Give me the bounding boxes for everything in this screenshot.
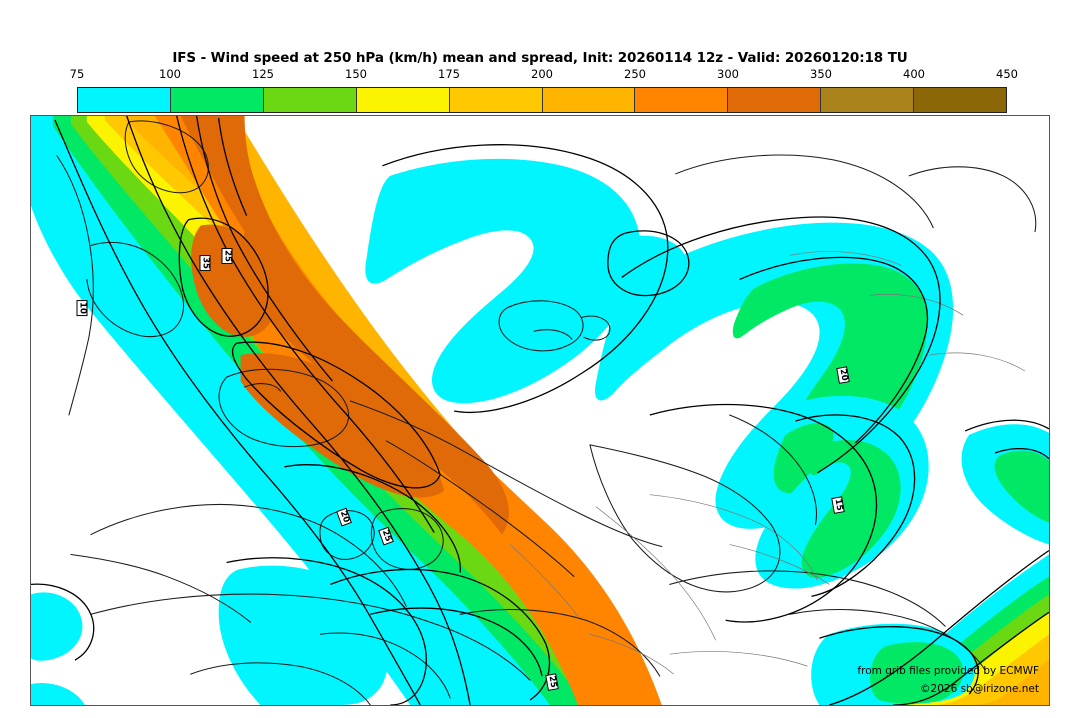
colorbar-tick-75: 75 xyxy=(69,67,85,81)
page-title: IFS - Wind speed at 250 hPa (km/h) mean … xyxy=(172,50,908,66)
colorbar-segment-300-350 xyxy=(728,88,822,112)
coastlines-group xyxy=(56,120,1037,705)
fill-se-200-250 xyxy=(963,659,1049,705)
colorbar-tick-100: 100 xyxy=(159,67,181,81)
colorbar-segment-175-200 xyxy=(449,88,543,112)
colorbar-tick-175: 175 xyxy=(438,67,460,81)
credit-copyright: ©2026 sb@irizone.net xyxy=(920,683,1039,695)
colorbar-tick-labels: 75 100 125 150 175 200 250 300 350 400 450 xyxy=(70,67,1018,85)
colorbar-segment-200-250 xyxy=(542,88,636,112)
colorbar-tick-400: 400 xyxy=(903,67,925,81)
colorbar-tick-300: 300 xyxy=(717,67,739,81)
fill-core-blob-1 xyxy=(240,353,445,498)
spread-cyan-arctic-w xyxy=(365,158,641,404)
colorbar: 75 100 125 150 175 200 250 300 350 400 450 xyxy=(70,67,1018,113)
spread-cyan-baltic xyxy=(755,395,929,589)
colorbar-tick-350: 350 xyxy=(810,67,832,81)
colorbar-segment-125-150 xyxy=(263,88,357,112)
colorbar-segment-75-100 xyxy=(78,88,171,112)
fill-band-300-350 xyxy=(180,116,509,535)
colorbar-segment-400-450 xyxy=(914,88,1007,112)
spread-green-baltic xyxy=(801,440,901,578)
spread-cyan-lower xyxy=(218,565,390,705)
colorbar-tick-450: 450 xyxy=(996,67,1018,81)
spread-cyan-sw xyxy=(31,592,83,661)
spread-green-se-baltic xyxy=(870,642,964,704)
colorbar-tick-250: 250 xyxy=(624,67,646,81)
contour-fill-se-group xyxy=(829,554,1049,705)
borders-group xyxy=(509,251,1026,675)
colorbar-segment-250-300 xyxy=(635,88,729,112)
spread-cyan-ne-green xyxy=(994,450,1049,523)
colorbar-tick-125: 125 xyxy=(252,67,274,81)
colorbar-tick-150: 150 xyxy=(345,67,367,81)
map-panel[interactable]: 103525202525201515 from grib files provi… xyxy=(30,115,1050,706)
colorbar-tick-200: 200 xyxy=(531,67,553,81)
contour-label-35-1: 35 xyxy=(199,255,211,271)
credit-source: from grib files provided by ECMWF xyxy=(857,665,1039,677)
colorbar-segments xyxy=(77,87,1007,113)
map-canvas xyxy=(31,116,1049,705)
spread-region-group xyxy=(31,158,1049,705)
colorbar-segment-150-175 xyxy=(356,88,450,112)
spread-cyan-sw2 xyxy=(31,683,85,705)
colorbar-segment-100-125 xyxy=(170,88,264,112)
contour-label-25-2: 25 xyxy=(221,248,233,264)
colorbar-segment-350-400 xyxy=(821,88,915,112)
contour-label-10-0: 10 xyxy=(76,300,88,316)
spread-contours-group xyxy=(31,116,1049,705)
